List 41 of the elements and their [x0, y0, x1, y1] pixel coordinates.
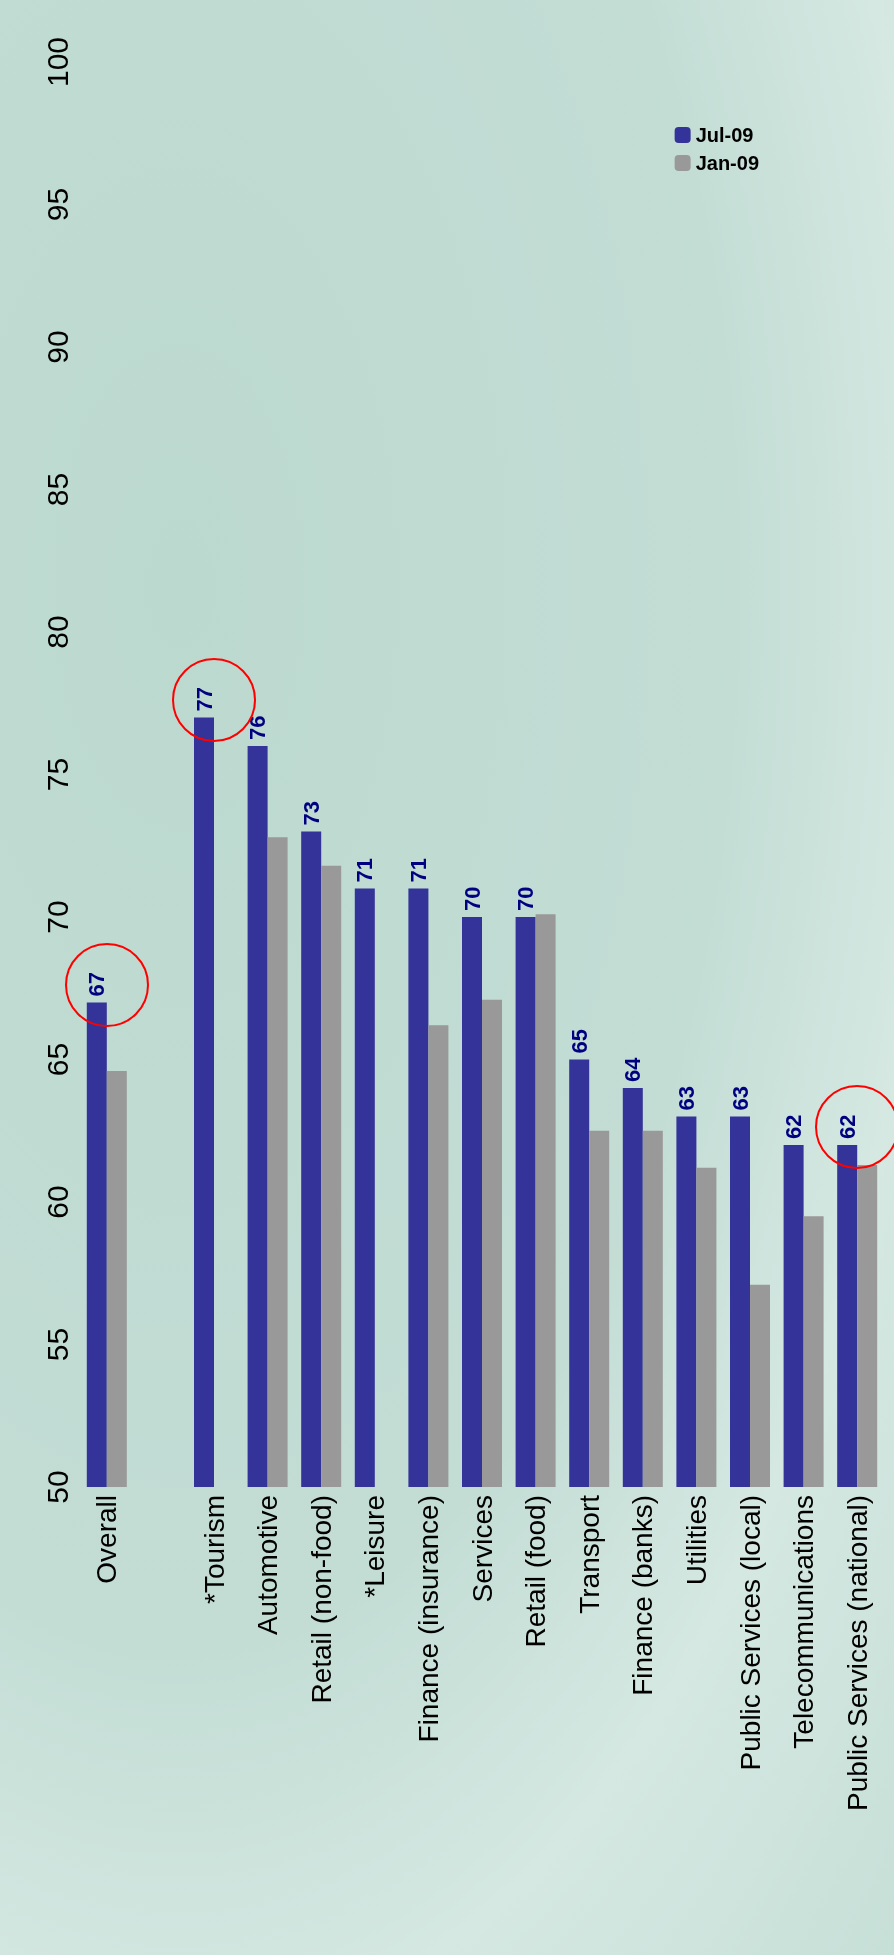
x-tick-label: *Tourism	[198, 1495, 230, 1604]
data-label: 77	[191, 687, 217, 712]
data-label: 63	[727, 1086, 753, 1111]
data-label: 71	[405, 858, 431, 883]
x-tick-label: Retail (food)	[520, 1495, 552, 1648]
y-tick-label: 70	[40, 900, 74, 934]
data-label: 62	[781, 1114, 807, 1139]
x-tick-label: Retail (non-food)	[305, 1495, 337, 1704]
data-label: 70	[513, 886, 539, 911]
legend-label: Jul-09	[695, 124, 754, 146]
data-label: 73	[298, 801, 324, 826]
data-label: 63	[673, 1086, 699, 1111]
x-tick-label: Services	[466, 1495, 498, 1603]
y-tick-label: 90	[40, 330, 74, 364]
data-label: 64	[620, 1056, 646, 1082]
x-tick-label: Transport	[573, 1494, 605, 1614]
y-tick-label: 95	[40, 187, 74, 222]
y-tick-label: 75	[40, 757, 74, 792]
data-label: 65	[566, 1029, 592, 1054]
y-tick-label: 55	[40, 1327, 74, 1362]
x-tick-label: Public Services (local)	[734, 1495, 766, 1771]
y-tick-label: 100	[40, 36, 74, 88]
legend-label: Jan-09	[695, 152, 760, 174]
data-label: 71	[352, 858, 378, 883]
x-tick-label: Utilities	[680, 1495, 712, 1586]
y-tick-label: 50	[40, 1470, 74, 1504]
x-tick-label: Finance (banks)	[627, 1495, 659, 1696]
x-tick-label: Public Services (national)	[841, 1495, 873, 1811]
y-tick-label: 65	[40, 1042, 74, 1077]
x-tick-label: Automotive	[252, 1495, 284, 1636]
data-label: 70	[459, 886, 485, 911]
data-label: 76	[245, 715, 271, 740]
y-tick-label: 60	[40, 1185, 74, 1219]
x-tick-label: Telecommunications	[788, 1495, 820, 1749]
y-tick-label: 80	[40, 615, 74, 649]
data-label: 67	[84, 972, 110, 997]
x-tick-label: Finance (insurance)	[412, 1495, 444, 1743]
data-label: 62	[834, 1114, 860, 1139]
x-tick-label: Overall	[91, 1495, 123, 1584]
y-tick-label: 85	[40, 472, 74, 507]
x-tick-label: *Leisure	[359, 1495, 391, 1598]
